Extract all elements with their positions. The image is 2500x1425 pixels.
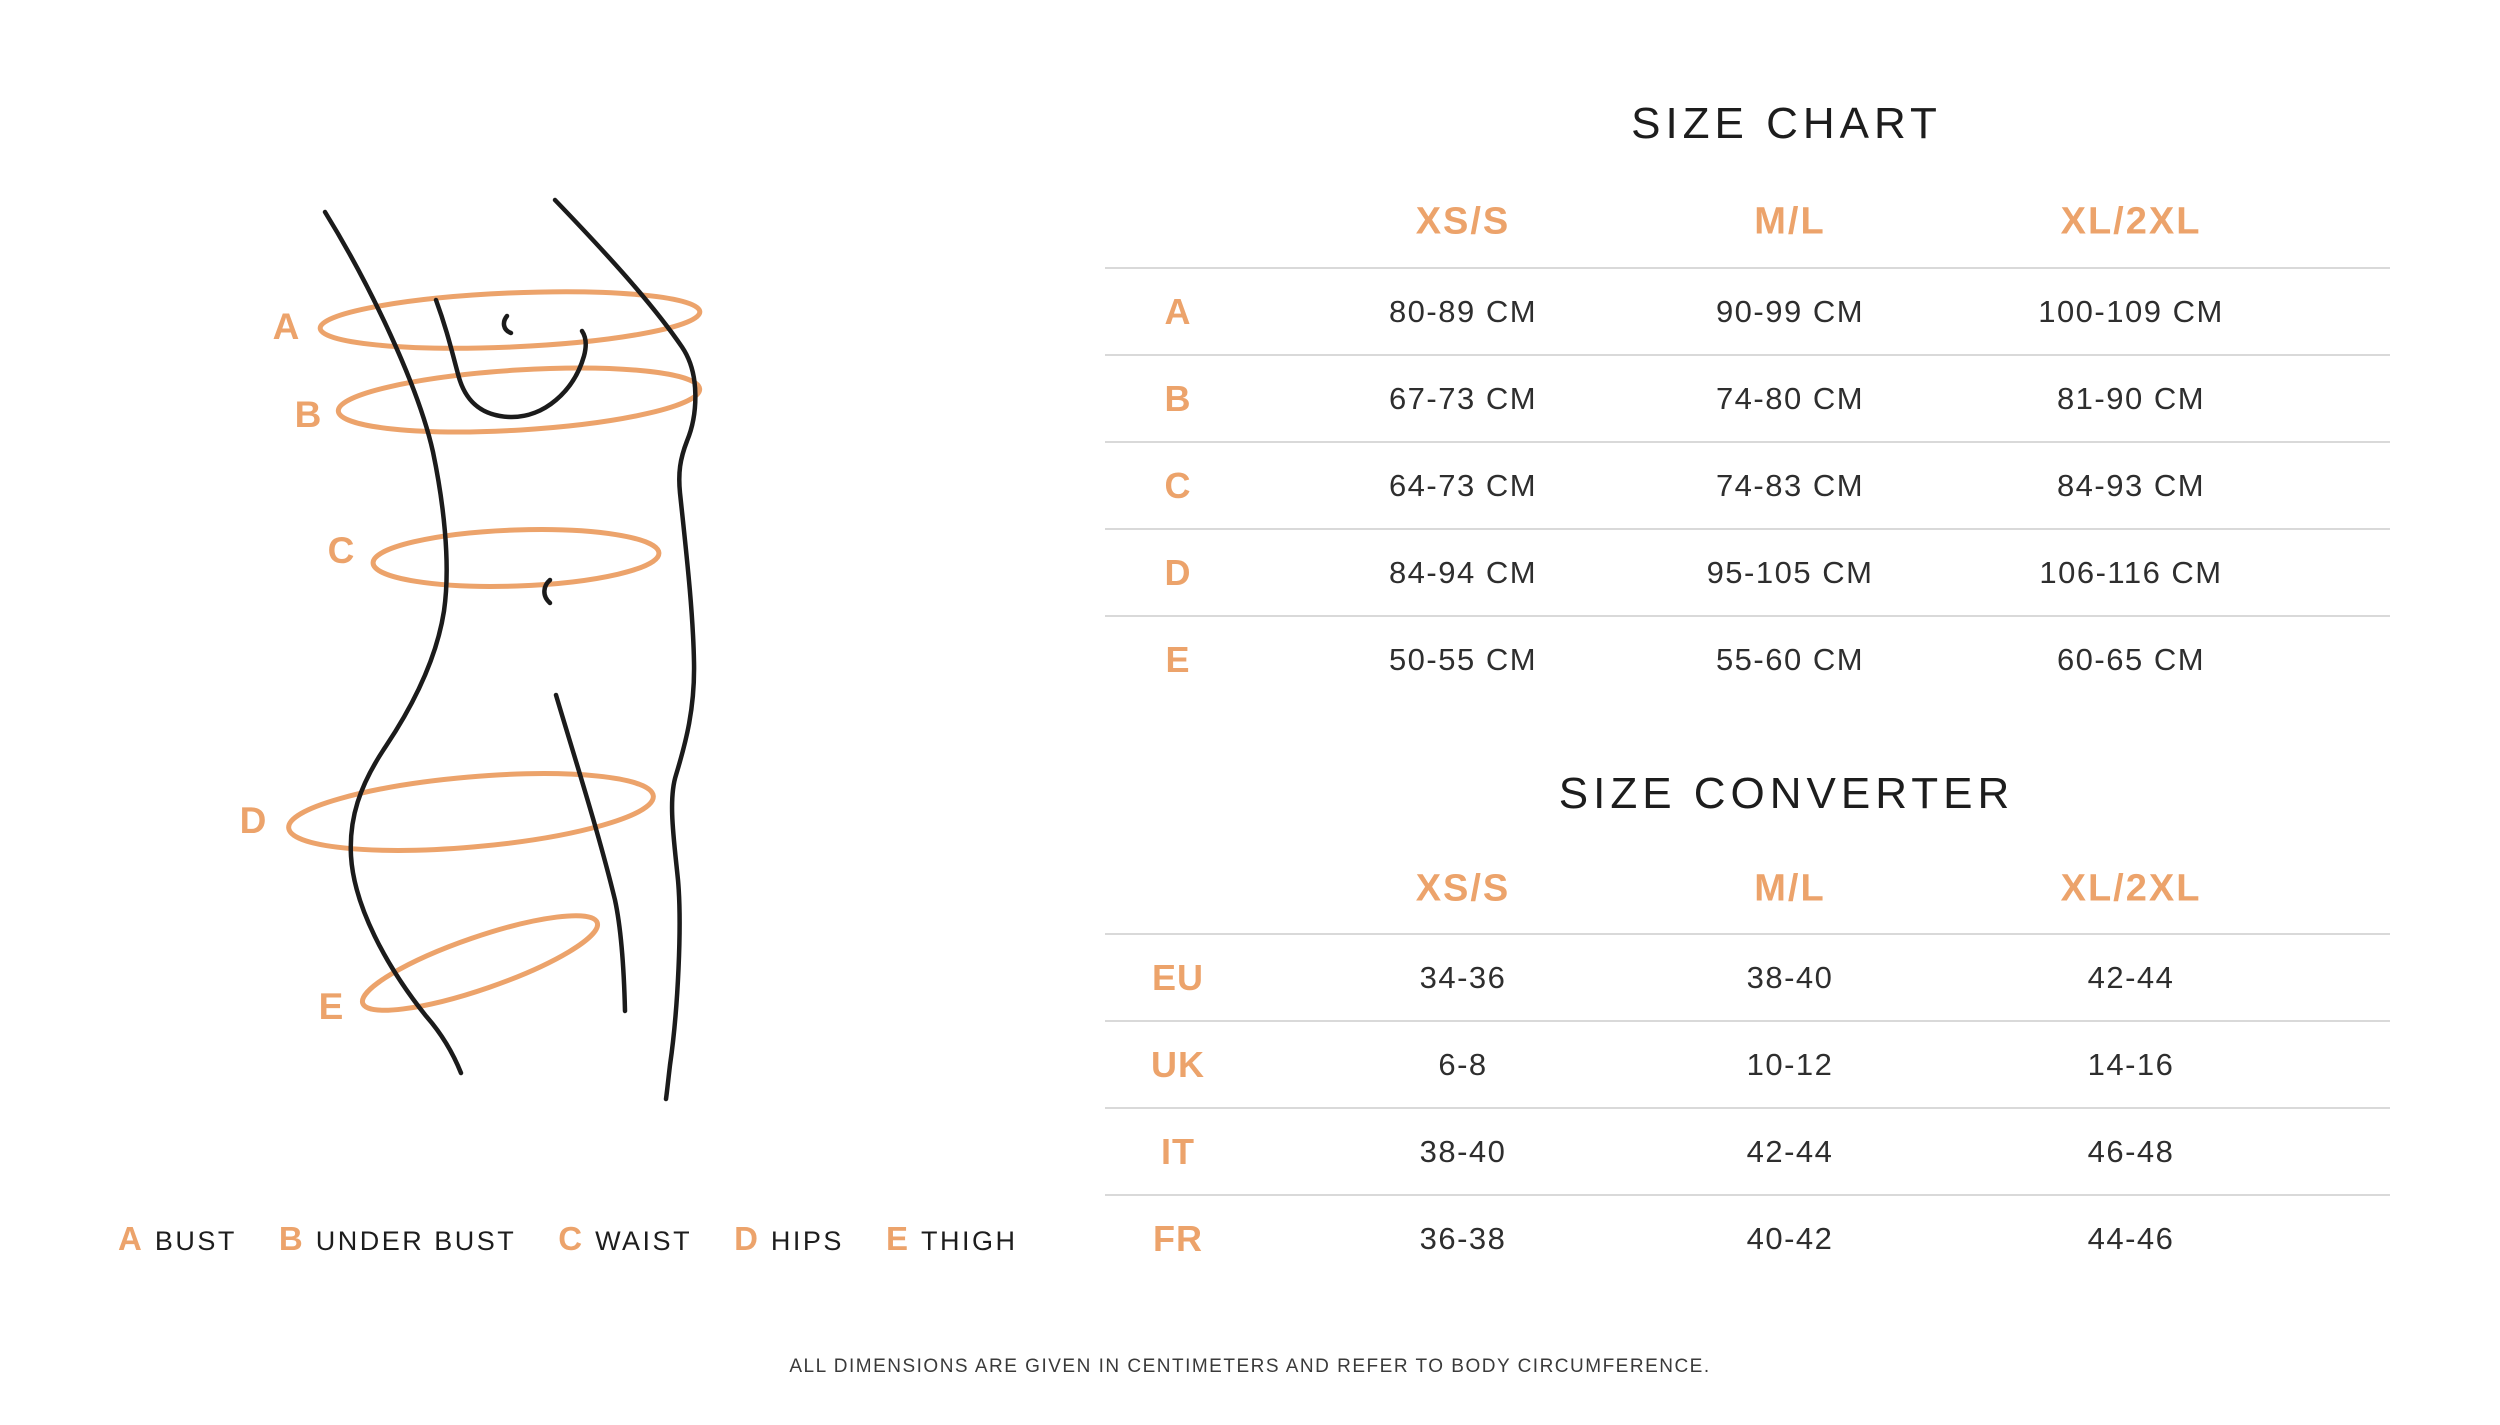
navel-mark <box>542 577 553 606</box>
cell-value: 81-90 CM <box>2056 380 2206 416</box>
row-label: A <box>1164 290 1192 332</box>
body-measurement-figure: A B C D E <box>240 197 703 1102</box>
dimensions-note: ALL DIMENSIONS ARE GIVEN IN CENTIMETERS … <box>789 1356 1711 1377</box>
size-chart-row-e: E 50-55 CM 55-60 CM 60-65 CM <box>1105 615 2390 702</box>
legend-item-under-bust: B UNDER BUST <box>279 1220 516 1258</box>
column-header-ml: M/L <box>1754 200 1826 242</box>
cell-value: 50-55 CM <box>1388 641 1538 677</box>
body-outline-right <box>552 197 698 1102</box>
cell-value: 74-80 CM <box>1715 380 1865 416</box>
cell-value: 40-42 <box>1746 1220 1834 1256</box>
cell-value: 36-38 <box>1419 1220 1507 1256</box>
figure-labels: A B C D E <box>240 306 355 1027</box>
cell-value: 46-48 <box>2087 1133 2175 1169</box>
cell-value: 6-8 <box>1438 1046 1488 1082</box>
column-header-ml: M/L <box>1754 867 1826 910</box>
legend-label: HIPS <box>770 1226 844 1256</box>
cell-value: 42-44 <box>2087 959 2175 995</box>
legend-item-bust: A BUST <box>118 1220 237 1258</box>
legend-key: D <box>734 1220 758 1257</box>
size-converter-row-fr: FR 36-38 40-42 44-46 <box>1105 1194 2390 1281</box>
legend-item-thigh: E THIGH <box>886 1220 1018 1258</box>
cell-value: 42-44 <box>1746 1133 1834 1169</box>
under-bust-ellipse <box>335 365 703 435</box>
cell-value: 67-73 CM <box>1388 380 1538 416</box>
legend-key: E <box>885 1220 908 1257</box>
legend-label: BUST <box>154 1226 237 1256</box>
column-header-xss: XS/S <box>1415 867 1511 910</box>
cell-value: 95-105 CM <box>1706 554 1874 590</box>
column-header-xss: XS/S <box>1415 200 1511 242</box>
cell-value: 90-99 CM <box>1715 293 1865 329</box>
cell-value: 14-16 <box>2087 1046 2175 1082</box>
legend-item-waist: C WAIST <box>558 1220 692 1258</box>
figure-label-e: E <box>319 986 344 1027</box>
nipple-mark <box>501 313 514 336</box>
breast-line <box>433 297 588 420</box>
row-label: B <box>1164 377 1192 419</box>
legend-label: WAIST <box>595 1226 693 1256</box>
row-label: E <box>1165 638 1191 680</box>
row-label: FR <box>1153 1217 1203 1259</box>
legend-item-hips: D HIPS <box>734 1220 844 1258</box>
size-chart-row-c: C 64-73 CM 74-83 CM 84-93 CM <box>1105 441 2390 528</box>
figure-label-a: A <box>273 306 300 347</box>
legend-key: A <box>118 1220 142 1257</box>
inner-thigh-line <box>553 692 628 1014</box>
size-converter-title: SIZE CONVERTER <box>1558 769 2015 818</box>
bust-ellipse <box>317 289 703 351</box>
legend-key: C <box>558 1220 583 1257</box>
waist-ellipse <box>370 527 662 589</box>
cell-value: 74-83 CM <box>1715 467 1865 503</box>
legend-label: UNDER BUST <box>315 1226 517 1256</box>
cell-value: 106-116 CM <box>2039 554 2223 590</box>
cell-value: 55-60 CM <box>1715 641 1865 677</box>
cell-value: 60-65 CM <box>2056 641 2206 677</box>
cell-value: 44-46 <box>2087 1220 2175 1256</box>
hips-ellipse <box>286 771 656 853</box>
cell-value: 64-73 CM <box>1388 467 1538 503</box>
column-header-xl2xl: XL/2XL <box>2060 867 2202 910</box>
cell-value: 38-40 <box>1419 1133 1507 1169</box>
size-chart-rows: A 80-89 CM 90-99 CM 100-109 CM B 67-73 C… <box>1105 267 2390 702</box>
row-label: IT <box>1161 1130 1195 1172</box>
size-converter-row-eu: EU 34-36 38-40 42-44 <box>1105 933 2390 1020</box>
size-converter-header-row: XS/S M/L XL/2XL <box>1105 845 2390 933</box>
size-converter-row-uk: UK 6-8 10-12 14-16 <box>1105 1020 2390 1107</box>
column-header-xl2xl: XL/2XL <box>2060 200 2202 242</box>
size-converter-table: SIZE CONVERTER XS/S M/L XL/2XL EU 34-36 … <box>1105 768 2390 1281</box>
size-chart-row-d: D 84-94 CM 95-105 CM 106-116 CM <box>1105 528 2390 615</box>
cell-value: 84-94 CM <box>1388 554 1538 590</box>
size-chart-title: SIZE CHART <box>1631 99 1942 148</box>
cell-value: 38-40 <box>1746 959 1834 995</box>
cell-value: 100-109 CM <box>2038 293 2224 329</box>
cell-value: 84-93 CM <box>2056 467 2206 503</box>
figure-label-d: D <box>240 800 267 841</box>
cell-value: 80-89 CM <box>1388 293 1538 329</box>
row-label: UK <box>1151 1043 1205 1085</box>
legend-key: B <box>278 1220 303 1257</box>
size-chart-row-a: A 80-89 CM 90-99 CM 100-109 CM <box>1105 267 2390 354</box>
size-chart-header-row: XS/S M/L XL/2XL <box>1105 176 2390 267</box>
thigh-ellipse <box>359 913 601 1013</box>
cell-value: 10-12 <box>1746 1046 1834 1082</box>
body-outline <box>322 197 698 1102</box>
row-label: C <box>1164 464 1192 506</box>
cell-value: 34-36 <box>1419 959 1507 995</box>
measurement-ellipses <box>286 289 703 1013</box>
size-converter-rows: EU 34-36 38-40 42-44 UK 6-8 10-12 14-16 … <box>1105 933 2390 1281</box>
legend-label: THIGH <box>920 1226 1018 1256</box>
measurement-legend: A BUST B UNDER BUST C WAIST D HIPS E THI… <box>118 1220 1059 1258</box>
figure-label-b: B <box>295 394 322 435</box>
row-label: D <box>1164 551 1192 593</box>
size-chart-row-b: B 67-73 CM 74-80 CM 81-90 CM <box>1105 354 2390 441</box>
size-converter-row-it: IT 38-40 42-44 46-48 <box>1105 1107 2390 1194</box>
row-label: EU <box>1151 956 1204 998</box>
size-chart-table: SIZE CHART XS/S M/L XL/2XL A 80-89 CM 90… <box>1105 0 2390 702</box>
body-outline-left <box>322 209 464 1076</box>
figure-label-c: C <box>328 530 355 571</box>
